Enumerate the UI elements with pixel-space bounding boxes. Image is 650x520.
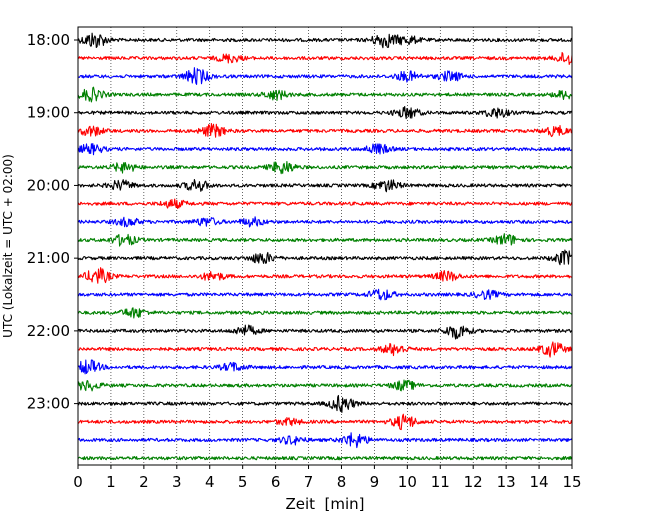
- x-tick-label: 8: [337, 473, 347, 491]
- y-tick-label: 18:00: [27, 31, 70, 49]
- trace-1900: [77, 105, 573, 120]
- y-axis-label: UTC (Lokalzeit = UTC + 02:00): [1, 154, 15, 338]
- trace-1945: [77, 161, 572, 175]
- x-tick-label: 4: [205, 473, 215, 491]
- x-axis-ticks: 0 1 2 3 4 5 6 7 8 9 10 11 12 13 14 15: [73, 465, 582, 491]
- trace-1845: [77, 86, 573, 103]
- x-tick-label: 5: [238, 473, 248, 491]
- trace-2345: [77, 455, 573, 461]
- x-tick-label: 0: [73, 473, 83, 491]
- x-tick-label: 14: [530, 473, 549, 491]
- trace-1800: [77, 32, 572, 49]
- y-tick-label: 21:00: [27, 249, 70, 267]
- x-tick-label: 10: [398, 473, 417, 491]
- trace-2300: [77, 394, 573, 413]
- trace-2200: [77, 324, 573, 340]
- plot-frame: [77, 26, 573, 466]
- trace-2330: [77, 432, 573, 449]
- trace-2145: [78, 307, 573, 319]
- trace-2030: [77, 216, 573, 228]
- trace-1915: [77, 123, 573, 138]
- x-tick-label: 6: [271, 473, 281, 491]
- trace-2115: [77, 267, 573, 284]
- x-axis-label: Zeit [min]: [285, 495, 364, 513]
- trace-2045: [77, 233, 573, 247]
- plot-background: [78, 27, 572, 465]
- x-tick-label: 3: [172, 473, 182, 491]
- trace-1815: [77, 51, 573, 65]
- x-tick-label: 2: [139, 473, 149, 491]
- x-tick-label: 1: [106, 473, 116, 491]
- trace-1930: [77, 143, 573, 156]
- x-tick-label: 7: [304, 473, 314, 491]
- trace-2130: [77, 288, 573, 301]
- x-tick-label: 11: [431, 473, 450, 491]
- x-tick-label: 13: [497, 473, 516, 491]
- grid-lines: [110, 27, 540, 465]
- trace-2215: [77, 341, 573, 358]
- trace-1830: [77, 67, 573, 85]
- y-tick-label: 20:00: [27, 176, 70, 194]
- trace-2245: [77, 379, 573, 392]
- trace-2315: [77, 413, 573, 431]
- y-axis-ticks: 18:00 19:00 20:00 21:00 22:00 23:00: [27, 31, 78, 413]
- trace-2015: [77, 198, 573, 209]
- y-tick-label: 19:00: [27, 104, 70, 122]
- y-tick-label: 22:00: [27, 322, 70, 340]
- trace-2000: [77, 178, 573, 193]
- trace-2100: [77, 249, 573, 266]
- trace-2230: [77, 359, 573, 375]
- x-tick-label: 15: [562, 473, 581, 491]
- seismic-traces: [77, 32, 573, 461]
- x-tick-label: 9: [370, 473, 380, 491]
- y-tick-label: 23:00: [27, 395, 70, 413]
- x-tick-label: 12: [464, 473, 483, 491]
